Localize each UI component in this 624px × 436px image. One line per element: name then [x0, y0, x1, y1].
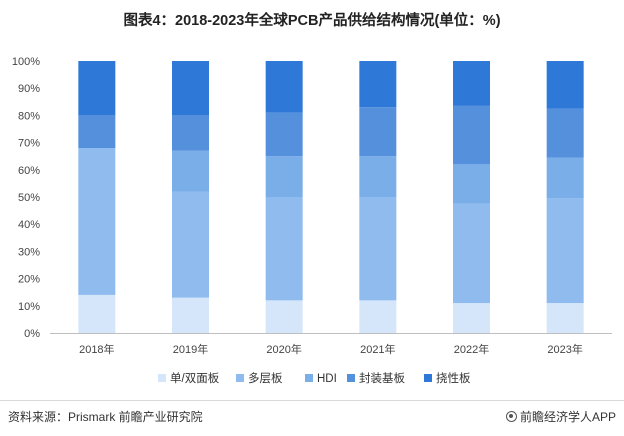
bar-segment [172, 150, 209, 192]
legend-label: 封装基板 [359, 371, 405, 385]
bar-segment [546, 157, 584, 199]
bar-segment [453, 164, 490, 204]
bar-segment [546, 108, 584, 158]
source-note: 资料来源：Prismark 前瞻产业研究院 [8, 410, 203, 424]
chart-title: 图表4：2018-2023年全球PCB产品供给结构情况(单位：%) [123, 11, 500, 29]
logo-icon [505, 411, 517, 422]
y-tick-label: 70% [18, 138, 40, 150]
x-tick-label: 2021年 [360, 342, 395, 356]
bar-segment [546, 61, 584, 109]
y-tick-label: 0% [24, 328, 40, 340]
x-axis: 2018年 2019年 2020年 2021年 2022年 2023年 [50, 333, 612, 356]
legend-label: 挠性板 [436, 371, 471, 385]
bar-segment [265, 112, 303, 157]
legend-swatch [236, 374, 244, 382]
bar-segment [359, 197, 397, 301]
y-tick-label: 90% [18, 83, 40, 95]
bar-segment [78, 115, 116, 149]
y-tick-label: 50% [18, 192, 40, 204]
brand: 前瞻经济学人APP [505, 408, 616, 425]
y-tick-label: 30% [18, 246, 40, 258]
bar-segment [172, 115, 209, 151]
legend-swatch [424, 374, 432, 382]
bar-segment [265, 300, 303, 333]
legend-swatch [347, 374, 355, 382]
bar-segment [359, 107, 397, 157]
legend-swatch [158, 374, 166, 382]
bar-segment [265, 156, 303, 197]
legend-label: 单/双面板 [170, 371, 220, 385]
brand-label: 前瞻经济学人APP [519, 410, 616, 424]
y-tick-label: 100% [12, 56, 40, 68]
y-tick-label: 20% [18, 274, 40, 286]
bar-segment [172, 61, 209, 116]
bars [78, 61, 584, 333]
bar-segment [453, 203, 490, 304]
chart: 图表4：2018-2023年全球PCB产品供给结构情况(单位：%) 前瞻产业研究… [11, 11, 612, 385]
y-tick-label: 80% [18, 110, 40, 122]
bar-segment [453, 303, 490, 333]
x-tick-label: 2020年 [266, 342, 301, 356]
bar-segment [546, 198, 584, 304]
y-axis: 0% 10% 20% 30% 40% 50% 60% 70% 80% 90% 100% [12, 56, 40, 340]
y-tick-label: 10% [18, 301, 40, 313]
y-tick-label: 40% [18, 219, 40, 231]
bar-segment [546, 303, 584, 333]
legend-label: 多层板 [248, 371, 283, 385]
x-tick-label: 2019年 [173, 342, 208, 356]
x-tick-label: 2018年 [79, 342, 114, 356]
legend: 单/双面板 多层板 HDI 封装基板 挠性板 [158, 371, 471, 385]
footer-divider [0, 400, 624, 401]
bar-segment [172, 297, 209, 333]
legend-label: HDI [317, 373, 337, 385]
bar-segment [359, 61, 397, 108]
bar-segment [172, 191, 209, 298]
y-tick-label: 60% [18, 165, 40, 177]
bar-segment [265, 197, 303, 301]
x-tick-label: 2022年 [454, 342, 489, 356]
bar-segment [78, 148, 116, 295]
bar-segment [78, 294, 116, 333]
x-tick-label: 2023年 [547, 342, 582, 356]
bar-segment [453, 61, 490, 106]
bar-segment [265, 61, 303, 113]
bar-segment [78, 61, 116, 116]
legend-swatch [305, 374, 313, 382]
bar-segment [359, 300, 397, 333]
bar-segment [359, 156, 397, 197]
bar-segment [453, 105, 490, 165]
footer: 资料来源：Prismark 前瞻产业研究院 前瞻经济学人APP [0, 396, 624, 436]
